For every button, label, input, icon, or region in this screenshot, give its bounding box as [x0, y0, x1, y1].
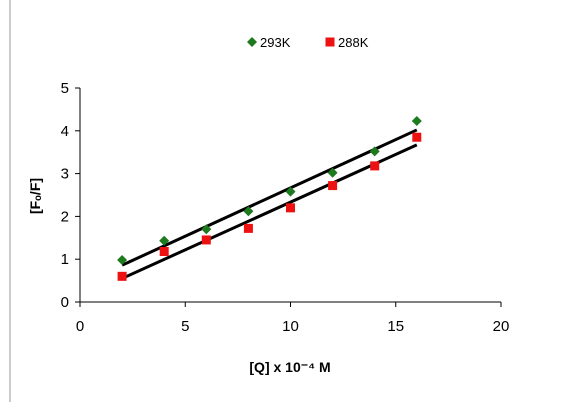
data-point-288k: [286, 203, 295, 213]
data-point-293k: [117, 255, 128, 266]
y-axis-title: [Fₒ/F]: [27, 178, 43, 214]
data-point-293k: [327, 167, 338, 178]
x-tick-label: 20: [493, 318, 510, 335]
data-point-288k: [370, 161, 380, 171]
data-point-293k: [159, 235, 170, 246]
data-point-293k: [201, 224, 212, 235]
y-tick-label: 0: [61, 294, 69, 311]
trendline-293k: [121, 128, 418, 267]
y-tick-label: 3: [61, 166, 69, 183]
x-axis-title: [Q] x 10⁻⁴ M: [249, 359, 330, 375]
data-point-288k: [412, 132, 422, 142]
x-tick-label: 0: [76, 318, 84, 335]
legend: 293K 288K: [247, 35, 369, 50]
data-point-293k: [285, 186, 296, 197]
legend-label-288k: 288K: [338, 35, 369, 50]
legend-marker-293k: [247, 37, 257, 47]
y-tick-label: 4: [61, 123, 69, 140]
data-point-293k: [243, 206, 254, 217]
trendline-288k: [121, 143, 418, 280]
x-tick-label: 10: [282, 318, 299, 335]
data-point-288k: [159, 246, 169, 256]
y-tick-label: 2: [61, 208, 69, 225]
y-tick-label: 1: [61, 251, 69, 268]
data-point-293k: [369, 146, 380, 157]
legend-label-293k: 293K: [260, 35, 291, 50]
data-point-293k: [411, 115, 422, 126]
legend-marker-288k: [325, 37, 335, 47]
y-tick-label: 5: [61, 80, 69, 97]
plot-area: 0 5 10 15 20 0 1 2 3 4 5: [61, 80, 510, 335]
data-point-288k: [201, 235, 211, 245]
x-tick-label: 15: [387, 318, 404, 335]
data-point-288k: [243, 223, 253, 233]
data-point-288k: [117, 271, 127, 281]
data-point-288k: [328, 181, 338, 191]
x-tick-label: 5: [181, 318, 189, 335]
